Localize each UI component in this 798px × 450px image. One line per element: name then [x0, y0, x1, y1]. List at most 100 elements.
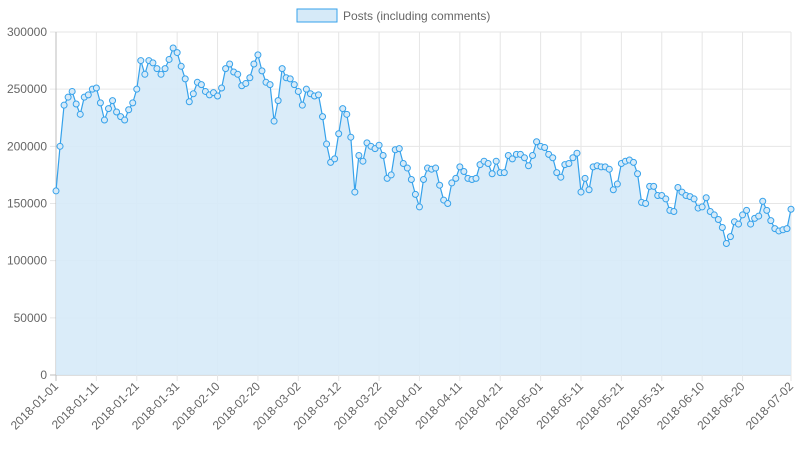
- data-point[interactable]: [432, 164, 440, 172]
- data-point[interactable]: [76, 110, 84, 118]
- data-point[interactable]: [100, 116, 108, 124]
- data-point[interactable]: [173, 49, 181, 57]
- data-point[interactable]: [747, 220, 755, 228]
- data-point[interactable]: [674, 183, 682, 191]
- data-point[interactable]: [500, 169, 508, 177]
- data-point[interactable]: [177, 62, 185, 70]
- data-point[interactable]: [92, 84, 100, 92]
- data-point[interactable]: [387, 171, 395, 179]
- data-point[interactable]: [153, 65, 161, 73]
- data-point[interactable]: [343, 110, 351, 118]
- data-point[interactable]: [735, 220, 742, 228]
- data-point[interactable]: [339, 105, 347, 113]
- data-point[interactable]: [557, 173, 565, 181]
- data-point[interactable]: [448, 179, 456, 187]
- data-point[interactable]: [573, 149, 581, 157]
- data-point[interactable]: [702, 194, 710, 202]
- data-point[interactable]: [609, 186, 617, 194]
- data-point[interactable]: [359, 157, 367, 165]
- data-point[interactable]: [415, 203, 423, 211]
- data-point[interactable]: [670, 208, 678, 215]
- data-point[interactable]: [605, 165, 613, 173]
- data-point[interactable]: [630, 158, 637, 166]
- data-point[interactable]: [302, 85, 310, 93]
- data-point[interactable]: [755, 212, 763, 220]
- data-point[interactable]: [169, 44, 177, 52]
- data-point[interactable]: [286, 75, 294, 83]
- data-point[interactable]: [105, 105, 112, 113]
- data-point[interactable]: [298, 101, 306, 109]
- data-point[interactable]: [399, 159, 407, 167]
- data-point[interactable]: [52, 187, 60, 195]
- data-point[interactable]: [492, 157, 500, 165]
- data-point[interactable]: [642, 200, 650, 207]
- data-point[interactable]: [379, 151, 387, 159]
- data-point[interactable]: [294, 87, 302, 95]
- data-point[interactable]: [222, 65, 230, 73]
- data-point[interactable]: [60, 101, 68, 109]
- data-point[interactable]: [460, 167, 468, 175]
- data-point[interactable]: [411, 190, 419, 198]
- data-point[interactable]: [242, 79, 250, 87]
- data-point[interactable]: [96, 99, 104, 107]
- data-point[interactable]: [157, 70, 165, 78]
- data-point[interactable]: [278, 65, 286, 73]
- data-point[interactable]: [218, 84, 226, 92]
- data-point[interactable]: [662, 195, 670, 203]
- data-point[interactable]: [520, 154, 528, 162]
- data-point[interactable]: [323, 140, 331, 148]
- data-point[interactable]: [84, 91, 92, 99]
- data-point[interactable]: [488, 170, 496, 178]
- data-point[interactable]: [420, 175, 427, 183]
- data-point[interactable]: [133, 85, 141, 93]
- data-point[interactable]: [185, 98, 193, 106]
- data-point[interactable]: [436, 181, 444, 189]
- data-point[interactable]: [726, 233, 734, 241]
- data-point[interactable]: [565, 159, 573, 167]
- data-point[interactable]: [189, 90, 197, 98]
- data-point[interactable]: [137, 57, 145, 65]
- data-point[interactable]: [109, 97, 117, 105]
- data-point[interactable]: [739, 211, 747, 219]
- data-point[interactable]: [533, 138, 541, 146]
- data-point[interactable]: [581, 174, 589, 182]
- data-point[interactable]: [270, 117, 278, 125]
- data-point[interactable]: [250, 60, 258, 68]
- data-point[interactable]: [331, 155, 339, 163]
- data-point[interactable]: [569, 154, 577, 162]
- data-point[interactable]: [767, 217, 775, 225]
- data-point[interactable]: [375, 141, 383, 149]
- data-point[interactable]: [64, 93, 72, 101]
- data-point[interactable]: [472, 174, 480, 182]
- data-point[interactable]: [113, 108, 121, 116]
- data-point[interactable]: [759, 197, 767, 205]
- data-point[interactable]: [763, 206, 771, 214]
- data-point[interactable]: [125, 106, 133, 114]
- data-point[interactable]: [718, 224, 726, 232]
- data-point[interactable]: [650, 182, 658, 190]
- data-point[interactable]: [246, 74, 254, 82]
- data-point[interactable]: [714, 216, 722, 224]
- data-point[interactable]: [690, 195, 698, 203]
- data-point[interactable]: [149, 59, 157, 67]
- data-point[interactable]: [197, 81, 205, 89]
- data-point[interactable]: [315, 91, 322, 99]
- data-point[interactable]: [347, 133, 355, 141]
- data-point[interactable]: [525, 162, 532, 170]
- data-point[interactable]: [403, 164, 411, 172]
- data-point[interactable]: [613, 180, 621, 188]
- data-point[interactable]: [234, 70, 242, 78]
- data-point[interactable]: [266, 81, 274, 89]
- data-point[interactable]: [121, 116, 129, 124]
- data-point[interactable]: [214, 92, 222, 100]
- data-point[interactable]: [484, 159, 492, 167]
- data-point[interactable]: [274, 97, 282, 105]
- data-point[interactable]: [508, 155, 516, 163]
- data-point[interactable]: [783, 225, 791, 233]
- data-point[interactable]: [553, 169, 561, 177]
- data-point[interactable]: [407, 175, 415, 183]
- data-point[interactable]: [319, 113, 327, 121]
- data-point[interactable]: [395, 145, 403, 153]
- data-point[interactable]: [290, 81, 298, 89]
- data-point[interactable]: [452, 174, 460, 182]
